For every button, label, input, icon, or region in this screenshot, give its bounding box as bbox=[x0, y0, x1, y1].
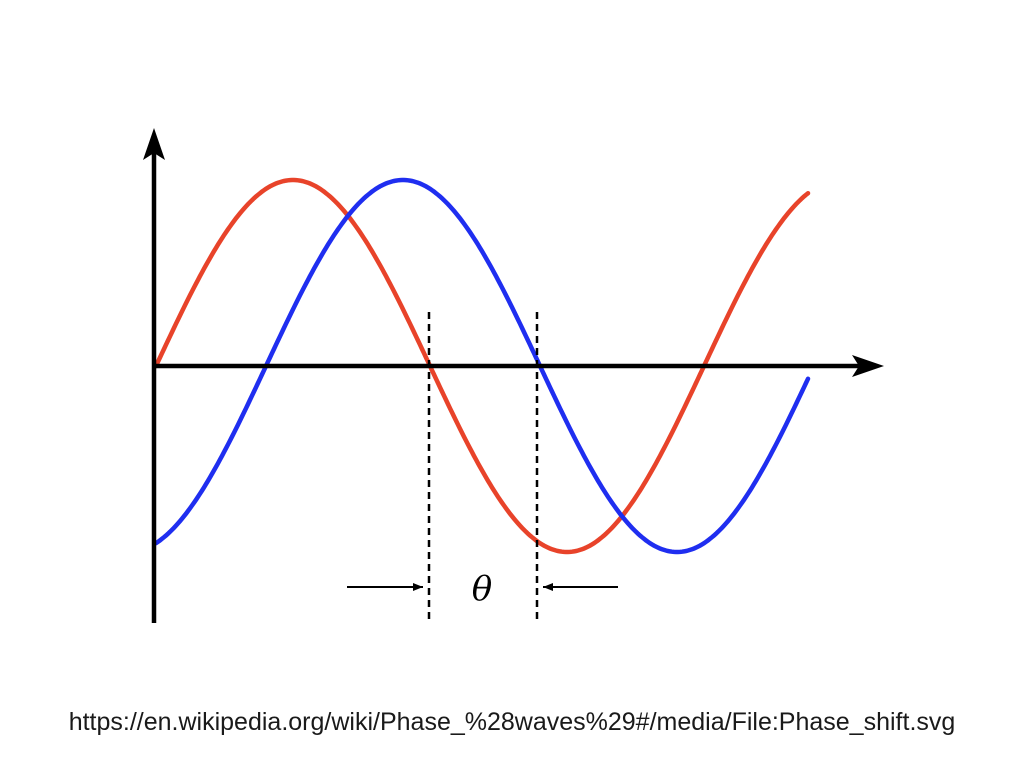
source-url-caption[interactable]: https://en.wikipedia.org/wiki/Phase_%28w… bbox=[68, 708, 956, 736]
blue-sine-wave bbox=[153, 177, 811, 555]
phase-label-theta: θ bbox=[472, 569, 492, 609]
red-sine-wave bbox=[153, 177, 811, 555]
x-axis-arrow-icon bbox=[852, 355, 884, 377]
y-axis-arrow-icon bbox=[143, 128, 165, 160]
